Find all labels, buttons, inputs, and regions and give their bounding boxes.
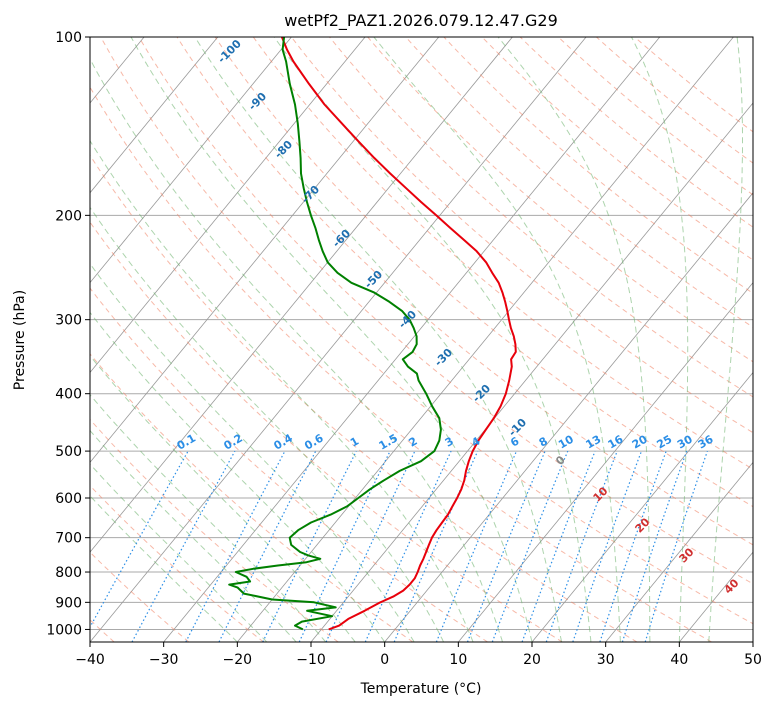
y-tick-label: 200 [55, 208, 82, 224]
x-tick-label: 50 [744, 652, 762, 668]
y-tick-label: 300 [55, 313, 82, 329]
y-tick-label: 900 [55, 595, 82, 611]
y-tick-label: 100 [55, 30, 82, 46]
y-tick-label: 700 [55, 531, 82, 547]
x-tick-label: 0 [380, 652, 389, 668]
x-tick-label: −10 [296, 652, 326, 668]
x-tick-label: −30 [149, 652, 179, 668]
x-tick-label: 20 [523, 652, 541, 668]
y-axis-title: Pressure (hPa) [12, 290, 28, 390]
y-tick-label: 1000 [46, 622, 82, 638]
y-tick-label: 600 [55, 491, 82, 507]
x-tick-label: 10 [449, 652, 467, 668]
chart-title: wetPf2_PAZ1.2026.079.12.47.G29 [284, 11, 558, 31]
x-tick-label: 40 [670, 652, 688, 668]
x-tick-label: −20 [223, 652, 253, 668]
y-tick-label: 400 [55, 387, 82, 403]
y-tick-label: 800 [55, 565, 82, 581]
y-tick-label: 500 [55, 444, 82, 460]
x-tick-label: −40 [75, 652, 105, 668]
x-tick-label: 30 [597, 652, 615, 668]
x-axis-title: Temperature (°C) [360, 681, 482, 697]
